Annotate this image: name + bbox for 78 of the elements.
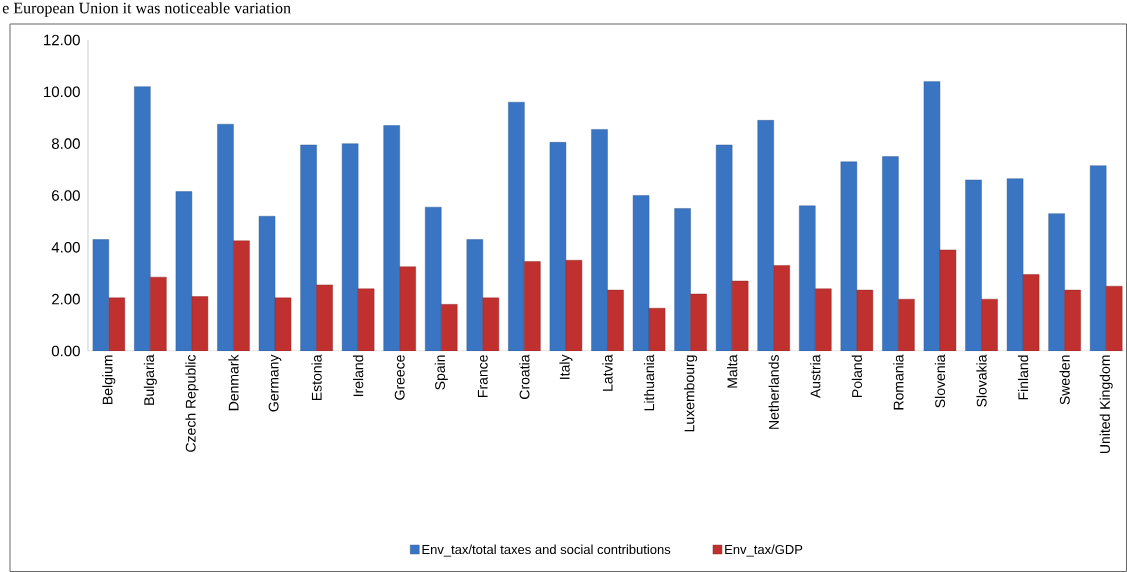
- legend-label: Env_tax/total taxes and social contributions: [422, 544, 671, 557]
- bar: [508, 101, 525, 351]
- bar: [591, 129, 608, 351]
- bar: [715, 144, 733, 351]
- x-tick-label: Slovakia: [976, 354, 987, 407]
- x-tick-label: Germany: [268, 354, 282, 412]
- bar: [1105, 286, 1123, 351]
- x-tick-label: Greece: [394, 355, 405, 400]
- bar: [882, 156, 899, 351]
- bar: [965, 179, 982, 351]
- x-tick-label: Bulgaria: [143, 354, 157, 405]
- x-tick-label: Netherlands: [768, 355, 779, 429]
- bar: [1064, 289, 1081, 351]
- x-tick-label: Belgium: [102, 355, 116, 404]
- y-tick-label: 4.00: [51, 242, 80, 253]
- y-tick-label: 6.00: [52, 190, 80, 201]
- bar: [92, 239, 109, 351]
- bar: [108, 297, 125, 351]
- y-tick-label: 0.00: [51, 345, 80, 357]
- x-tick-label: Croatia: [519, 354, 530, 399]
- legend-label: Env_tax/GDP: [725, 544, 803, 557]
- x-tick-label: France: [477, 355, 488, 397]
- x-tick-label: Ireland: [353, 355, 364, 397]
- bar: [357, 288, 375, 351]
- x-tick-label: Lithuania: [643, 354, 655, 411]
- y-tick-label: 2.00: [52, 293, 80, 305]
- x-tick-label: United Kingdom: [1099, 355, 1113, 454]
- x-tick-label: Latvia: [602, 354, 613, 391]
- x-tick-label: Austria: [810, 354, 821, 399]
- bar: [300, 144, 317, 351]
- bar: [840, 161, 858, 351]
- bar: [856, 289, 874, 351]
- y-tick-label: 12.00: [44, 34, 80, 46]
- bar: [441, 304, 458, 351]
- bar: [383, 125, 400, 351]
- x-tick-label: Italy: [559, 354, 573, 379]
- x-tick-label: Romania: [893, 354, 904, 410]
- y-tick-label: 8.00: [51, 138, 80, 149]
- bar: [482, 297, 500, 351]
- bar: [1022, 274, 1040, 351]
- bar: [150, 276, 167, 351]
- bar: [674, 208, 691, 351]
- bar: [399, 266, 416, 351]
- text: e European Union it was noticeable variation: [2, 2, 291, 17]
- bar: [1089, 165, 1107, 351]
- bar: [815, 288, 832, 351]
- x-tick-label: Czech Republic: [185, 354, 199, 452]
- bar: [233, 240, 250, 351]
- x-tick-label: Poland: [851, 355, 862, 397]
- bar: [466, 239, 484, 351]
- x-tick-label: Denmark: [228, 354, 239, 411]
- bar: [1048, 213, 1065, 351]
- x-tick-label: Slovenia: [934, 354, 946, 408]
- bar: [134, 86, 151, 351]
- bar: [898, 298, 915, 351]
- x-tick-label: Spain: [434, 355, 448, 390]
- x-tick-label: Malta: [727, 354, 738, 388]
- bar: [565, 260, 583, 351]
- bar: [217, 124, 234, 351]
- bar: [799, 205, 816, 351]
- bar: [524, 261, 541, 351]
- bar: [773, 265, 790, 351]
- bar: [939, 249, 957, 351]
- x-tick-label: Finland: [1017, 355, 1029, 400]
- bar: [607, 289, 624, 351]
- bar: [690, 293, 707, 351]
- x-tick-label: Sweden: [1059, 355, 1070, 405]
- bar: [316, 284, 333, 351]
- bar: [425, 206, 442, 351]
- y-tick-label: 10.00: [44, 86, 80, 98]
- x-tick-label: Estonia: [311, 354, 322, 401]
- x-tick-label: Luxembourg: [684, 355, 698, 432]
- bar: [274, 297, 292, 351]
- bar: [191, 296, 209, 351]
- bar: [981, 298, 998, 351]
- bar: [648, 308, 666, 351]
- bar: [757, 120, 774, 351]
- bar: [731, 280, 749, 351]
